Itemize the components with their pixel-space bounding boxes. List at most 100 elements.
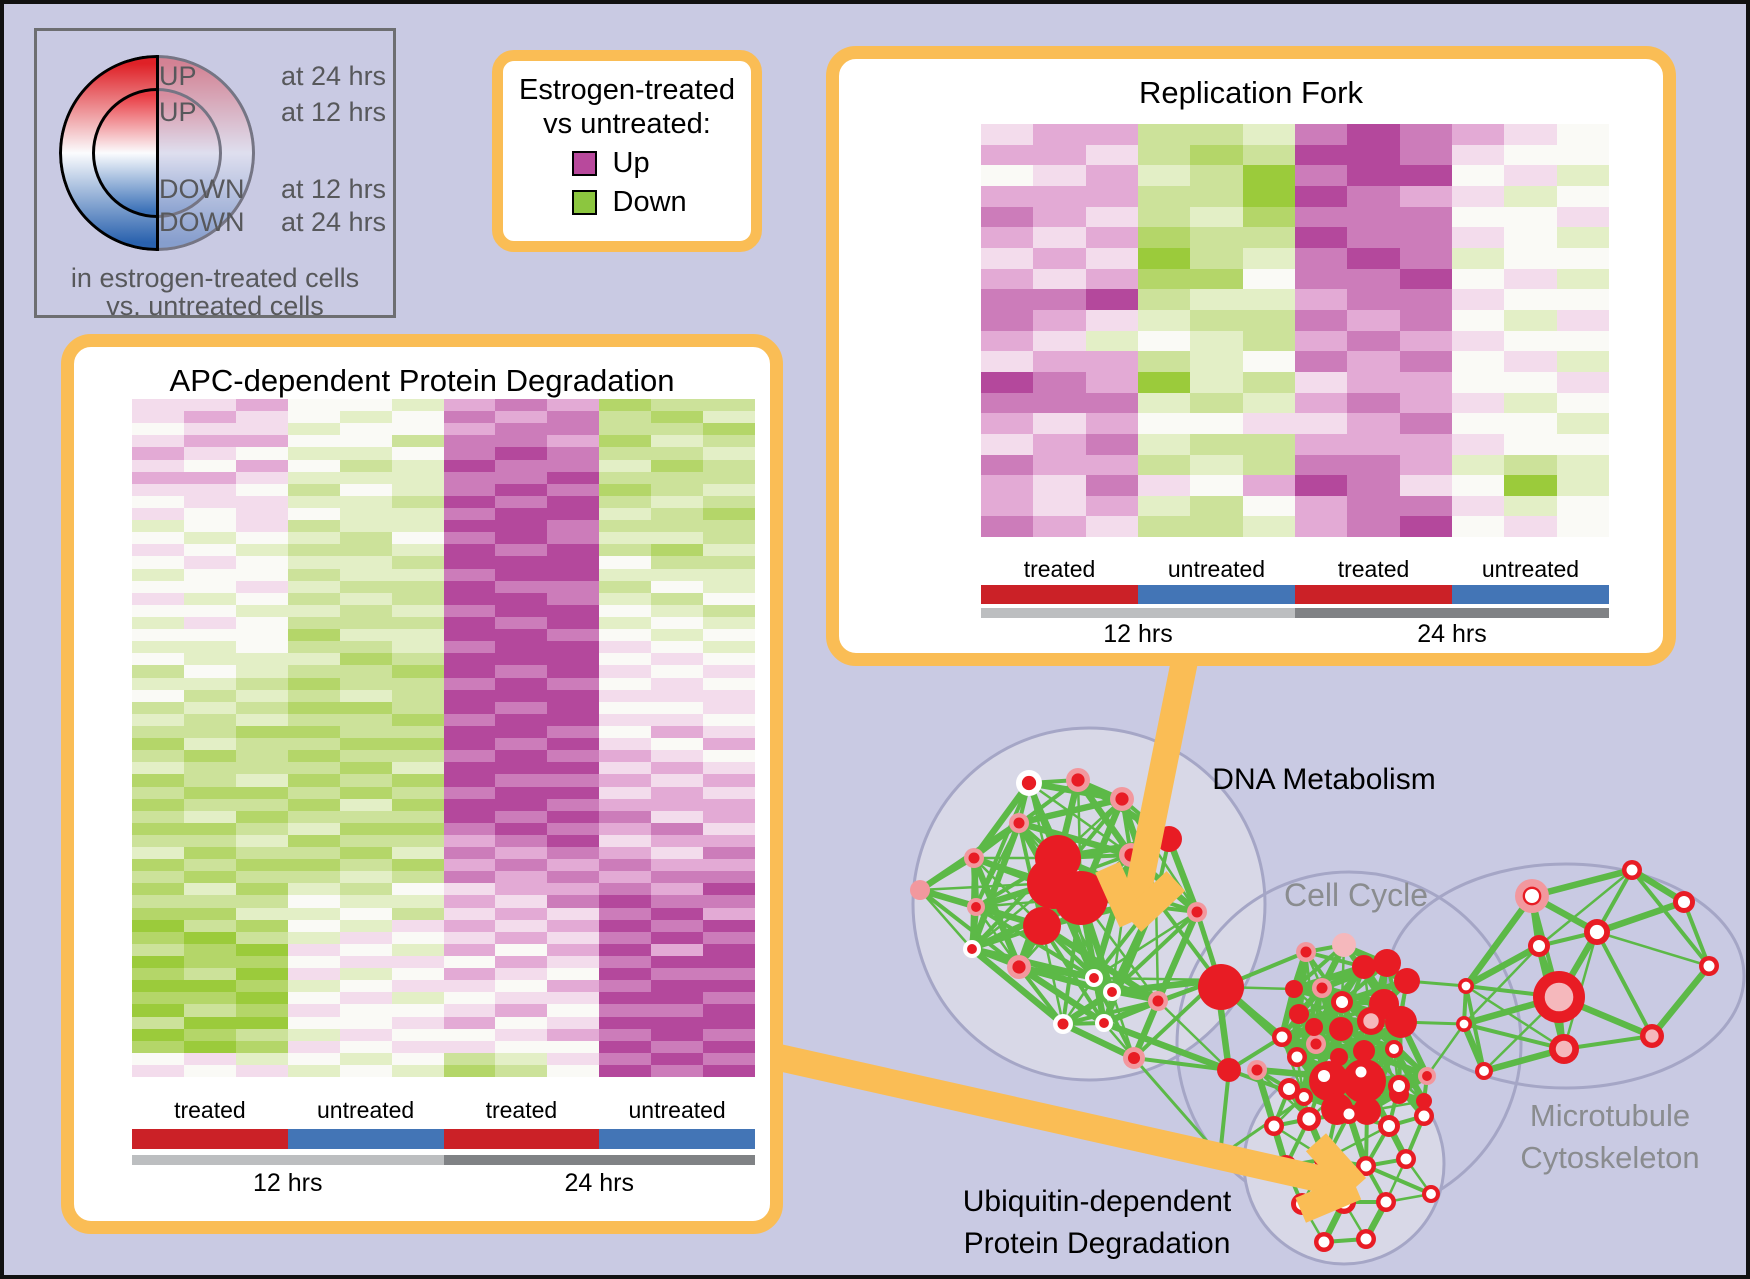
heatmap-cell	[1137, 247, 1191, 269]
network-edge	[1018, 819, 1132, 859]
heatmap-cell	[651, 616, 704, 630]
apc-degradation-title: APC-dependent Protein Degradation	[169, 363, 675, 398]
heatmap-cell	[703, 980, 756, 993]
heatmap-cell	[1451, 165, 1505, 186]
heatmap-cell	[651, 495, 704, 508]
heatmap-cell	[1294, 309, 1348, 331]
heatmap-cell	[1504, 124, 1557, 145]
heatmap-cell	[132, 592, 184, 605]
heatmap-cell	[547, 435, 600, 448]
heatmap-cell	[391, 895, 444, 908]
heatmap-cell	[599, 568, 652, 581]
heatmap-cell	[183, 822, 236, 835]
network-edge	[969, 946, 1066, 1027]
heatmap-cell	[1085, 227, 1138, 248]
heatmap-cell	[651, 423, 704, 436]
heatmap-cell	[339, 471, 392, 484]
heatmap-cell	[651, 568, 704, 581]
heatmap-cell	[391, 907, 444, 920]
heatmap-cell	[651, 1065, 704, 1078]
heatmap-cell	[443, 992, 496, 1005]
heatmap-cell	[443, 459, 496, 472]
heatmap-cell	[287, 956, 340, 969]
heatmap-cell	[132, 677, 184, 690]
heatmap-cell	[339, 399, 392, 412]
heatmap-row	[132, 459, 756, 472]
heatmap-cell	[391, 677, 444, 690]
heatmap-cell	[651, 762, 704, 775]
heatmap-cell	[703, 532, 756, 545]
heatmap-cell	[132, 689, 184, 702]
heatmap-cell	[1033, 185, 1086, 207]
heatmap-cell	[287, 725, 340, 739]
heatmap-cell	[339, 629, 392, 642]
heatmap-cell	[1399, 495, 1452, 517]
heatmap-cell	[495, 713, 548, 726]
heatmap-cell	[1504, 227, 1557, 248]
replication-fork-panel: Replication Fork treated untreated treated…	[826, 46, 1676, 666]
heatmap-row	[981, 454, 1609, 476]
heatmap-cell	[1085, 495, 1138, 517]
heatmap-cell	[1294, 495, 1348, 517]
heatmap-cell	[235, 495, 288, 508]
heatmap-cell	[287, 592, 340, 605]
heatmap-cell	[443, 653, 496, 666]
heatmap-cell	[703, 762, 756, 775]
heatmap-cell	[339, 992, 392, 1005]
heatmap-cell	[1137, 268, 1191, 290]
heatmap-cell	[391, 459, 444, 472]
network-node	[1353, 1040, 1375, 1062]
ring-split-line	[155, 55, 159, 251]
heatmap-cell	[703, 507, 756, 521]
heatmap-cell	[287, 1052, 340, 1066]
condition-label: treated	[1337, 556, 1410, 582]
heatmap-cell	[1190, 247, 1243, 269]
heatmap-cell	[391, 689, 444, 702]
heatmap-cell	[547, 883, 600, 896]
heatmap-cell	[391, 495, 444, 508]
heatmap-cell	[651, 447, 704, 460]
heatmap-cell	[287, 968, 340, 981]
network-node	[1332, 933, 1356, 957]
heatmap-cell	[1190, 289, 1243, 310]
heatmap-cell	[495, 786, 548, 799]
heatmap-cell	[235, 847, 288, 860]
heatmap-row	[132, 604, 756, 617]
heatmap-cell	[1085, 247, 1138, 269]
ring-label-down-24: DOWN	[159, 207, 245, 237]
heatmap-cell	[132, 641, 184, 654]
heatmap-cell	[287, 471, 340, 484]
heatmap-cell	[1085, 475, 1138, 496]
heatmap-cell	[183, 810, 236, 823]
network-node	[1416, 1093, 1432, 1109]
heatmap-cell	[132, 750, 184, 763]
heatmap-cell	[1242, 144, 1295, 166]
network-node-core	[1418, 1110, 1430, 1122]
heatmap-cell	[339, 834, 392, 848]
heatmap-cell	[599, 883, 652, 896]
heatmap-cell	[1556, 185, 1609, 207]
heatmap-cell	[235, 907, 288, 920]
heatmap-cell	[339, 459, 392, 472]
heatmap-cell	[287, 580, 340, 593]
heatmap-cell	[183, 532, 236, 545]
heatmap-cell	[703, 834, 756, 848]
heatmap-cell	[287, 762, 340, 775]
time-color-bar	[981, 608, 1609, 618]
heatmap-cell	[495, 1004, 548, 1017]
network-node-core	[1089, 973, 1099, 983]
network-node-core	[1589, 924, 1605, 940]
heatmap-cell	[391, 1016, 444, 1029]
heatmap-cell	[132, 435, 184, 448]
heatmap-cell	[287, 943, 340, 957]
heatmap-cell	[651, 919, 704, 932]
heatmap-cell	[1556, 227, 1609, 248]
heatmap-cell	[1085, 454, 1138, 476]
heatmap-cell	[339, 859, 392, 872]
heatmap-row	[132, 411, 756, 424]
heatmap-cell	[1504, 330, 1557, 352]
heatmap-cell	[1294, 433, 1348, 455]
cell-cycle-label: Cell Cycle	[1284, 877, 1428, 913]
heatmap-cell	[235, 1016, 288, 1029]
heatmap-row	[981, 247, 1609, 269]
